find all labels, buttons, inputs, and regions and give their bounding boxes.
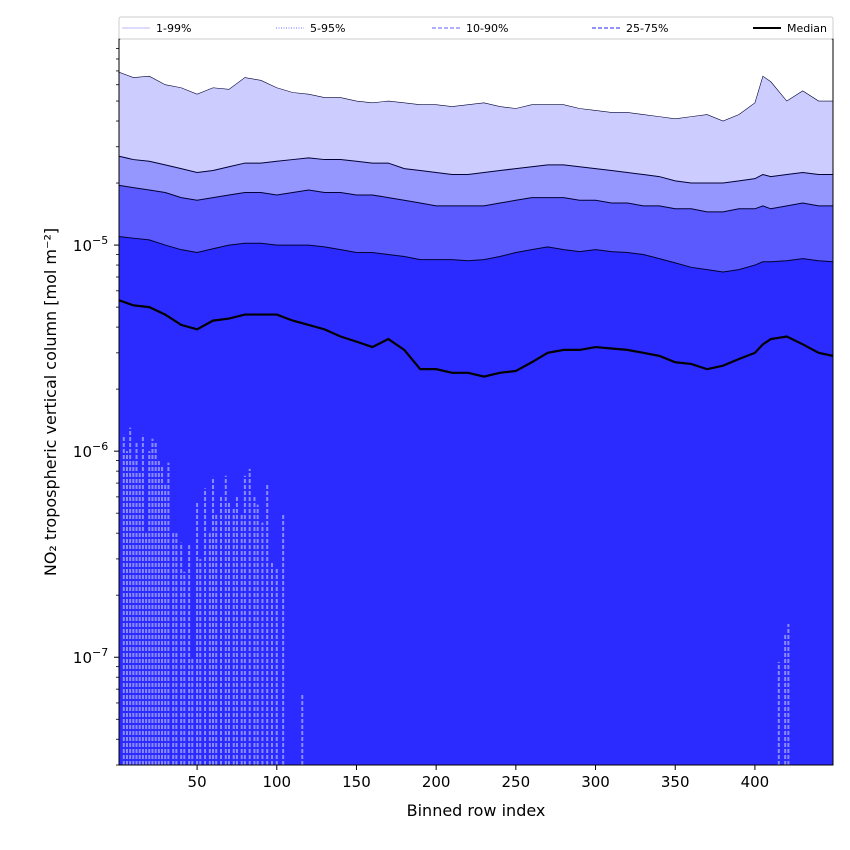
band-10-90-edge xyxy=(119,184,833,213)
y-tick-exponent: −5 xyxy=(92,234,108,247)
y-tick-label: 10 xyxy=(73,649,92,667)
legend-label: 1-99% xyxy=(156,22,191,35)
y-tick-label: 10 xyxy=(73,237,92,255)
legend-label: Median xyxy=(787,22,827,35)
band-25-75-edge xyxy=(119,236,833,273)
x-axis: 50 100 150 200 250 300 350 400 xyxy=(188,765,770,791)
x-tick-label: 50 xyxy=(188,773,207,791)
legend: 1-99% 5-95% 10-90% 25-75% Median xyxy=(118,16,834,40)
low-spikes xyxy=(122,427,790,765)
x-axis-label: Binned row index xyxy=(407,801,546,820)
x-tick-label: 300 xyxy=(581,773,610,791)
x-tick-label: 250 xyxy=(502,773,531,791)
y-tick-label: 10 xyxy=(73,443,92,461)
y-tick-exponent: −7 xyxy=(92,646,108,659)
x-tick-label: 350 xyxy=(661,773,690,791)
legend-label: 5-95% xyxy=(310,22,345,35)
y-axis-label: NO₂ tropospheric vertical column [mol m⁻… xyxy=(41,228,60,576)
legend-box xyxy=(118,16,834,40)
x-tick-label: 150 xyxy=(342,773,371,791)
y-tick-exponent: −6 xyxy=(92,440,108,453)
band-1-99-edge xyxy=(119,71,833,122)
plot-layers xyxy=(119,71,833,765)
legend-label: 25-75% xyxy=(626,22,668,35)
band-5-95-edge xyxy=(119,155,833,184)
x-tick-label: 100 xyxy=(262,773,291,791)
band-25-75 xyxy=(119,236,833,765)
x-tick-label: 400 xyxy=(741,773,770,791)
x-tick-label: 200 xyxy=(422,773,451,791)
legend-label: 10-90% xyxy=(466,22,508,35)
plot-area xyxy=(118,38,834,766)
median-line xyxy=(119,299,833,378)
y-axis: 10−710−610−5 xyxy=(73,48,119,766)
